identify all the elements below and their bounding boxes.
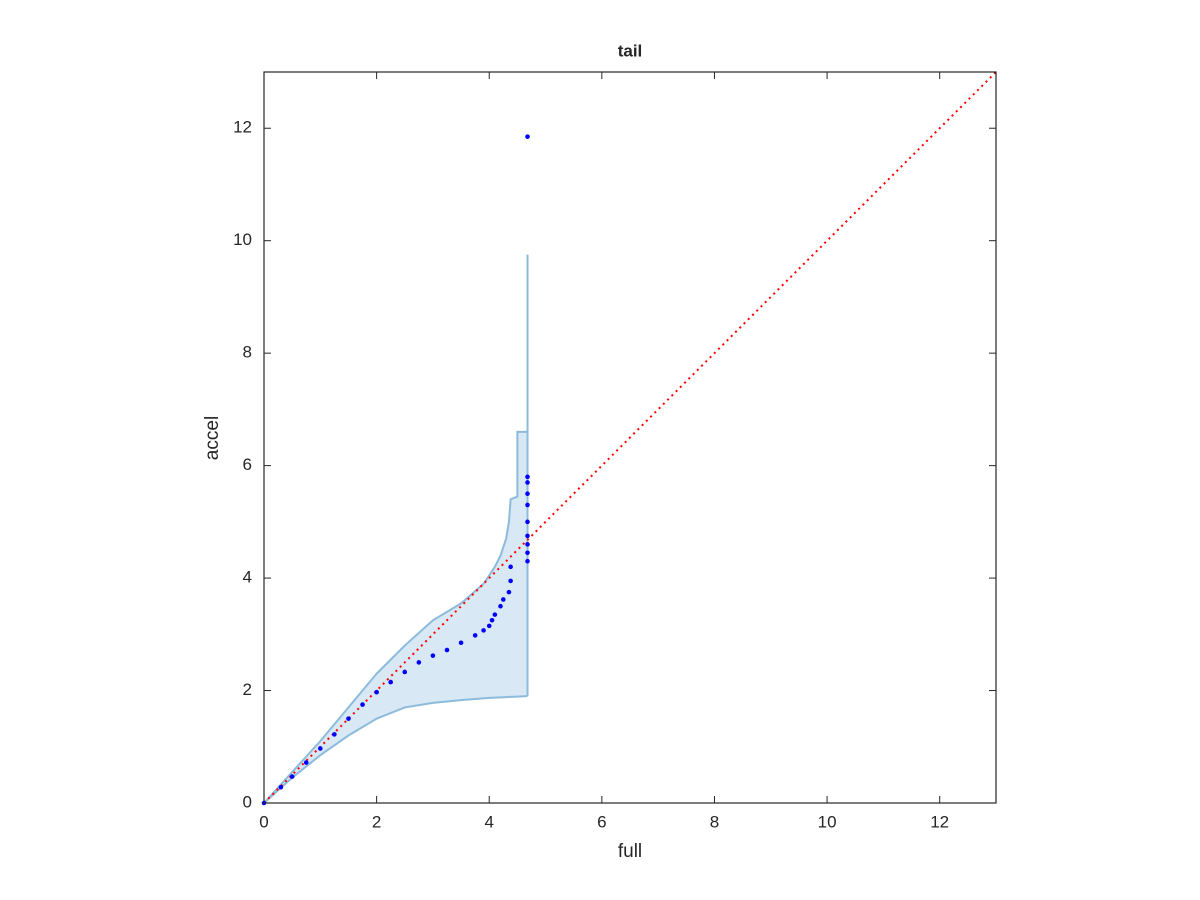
data-point (289, 774, 295, 779)
x-tick-label: 6 (597, 812, 606, 831)
y-tick-label: 0 (243, 792, 252, 811)
data-point (360, 702, 365, 707)
data-point (525, 474, 530, 480)
data-point (278, 784, 284, 790)
y-tick-label: 6 (243, 455, 252, 474)
data-point (525, 519, 530, 525)
chart-title: tail (618, 41, 643, 60)
data-point (388, 679, 393, 685)
x-tick-label: 2 (372, 812, 381, 831)
data-point (303, 760, 309, 765)
reference-line (263, 71, 997, 804)
data-point (525, 558, 530, 564)
data-point (472, 633, 478, 638)
y-tick-label: 8 (243, 343, 252, 362)
x-tick-label: 8 (710, 812, 719, 831)
data-point (346, 716, 351, 721)
data-point (444, 647, 450, 653)
data-point (481, 628, 486, 633)
band-upper (263, 254, 529, 804)
x-tick-label: 0 (259, 812, 268, 831)
data-point (318, 746, 323, 751)
data-point (525, 502, 530, 508)
data-point (402, 669, 408, 675)
data-point (498, 603, 503, 609)
data-point (508, 564, 513, 570)
data-point (525, 533, 530, 539)
data-point (458, 640, 464, 646)
x-tick-label: 12 (930, 812, 949, 831)
data-point (489, 617, 495, 623)
data-point (332, 732, 337, 737)
x-tick-label: 4 (484, 812, 493, 831)
x-tick-label: 10 (818, 812, 837, 831)
band-lower (263, 695, 528, 804)
data-point (506, 589, 512, 595)
data-point (525, 480, 530, 485)
data-point (525, 542, 530, 547)
x-axis-label: full (618, 841, 642, 862)
data-point (525, 491, 530, 497)
axes-box (263, 71, 997, 804)
y-tick-label: 10 (233, 230, 252, 249)
y-tick-label: 12 (233, 118, 252, 137)
data-point (416, 660, 422, 665)
y-tick-label: 2 (243, 680, 252, 699)
data-point (492, 612, 498, 617)
y-axis-label: accel (202, 416, 223, 460)
data-point (486, 623, 492, 629)
data-point (501, 597, 506, 602)
data-point (374, 689, 379, 695)
y-tick-label: 4 (243, 568, 252, 587)
data-point (525, 550, 530, 556)
data-point (430, 653, 436, 658)
data-point (525, 134, 530, 139)
data-point (508, 578, 513, 584)
confidence-band (264, 254, 528, 803)
